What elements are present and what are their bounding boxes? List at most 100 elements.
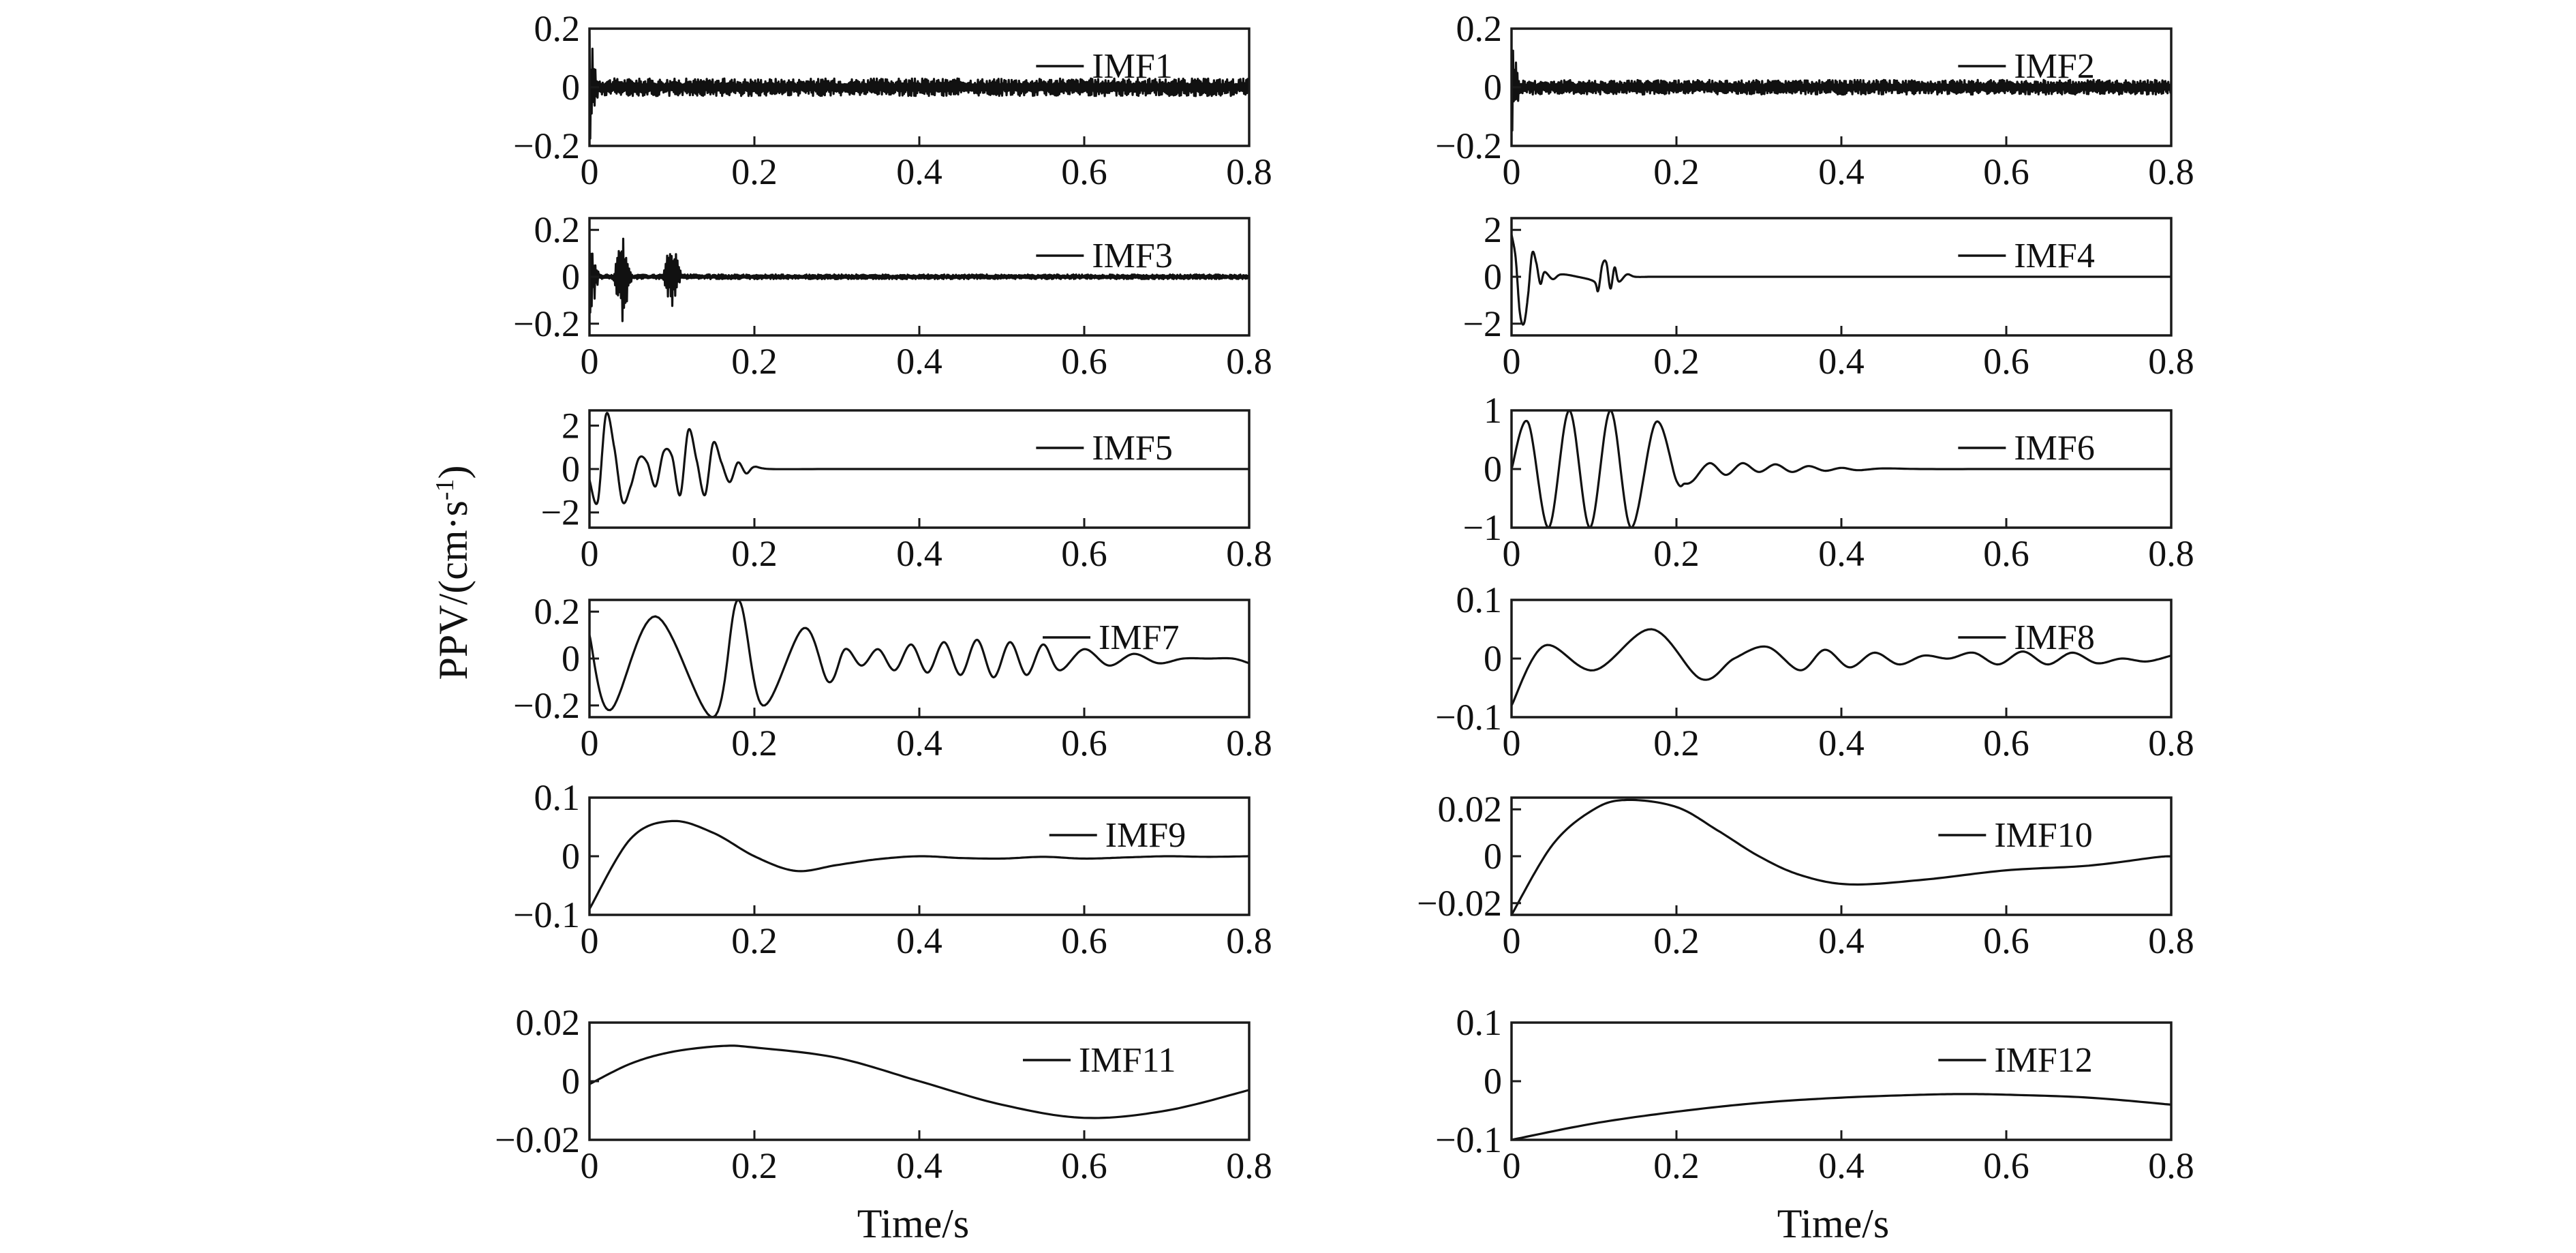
x-tick-label: 0.4 <box>1818 920 1865 961</box>
y-tick-label: 0.2 <box>534 591 581 632</box>
series-line <box>589 237 1249 322</box>
legend-label: IMF3 <box>1092 237 1172 275</box>
x-tick-label: 0.8 <box>1226 723 1272 764</box>
x-tick-label: 0.4 <box>1818 341 1865 382</box>
y-tick-label: −1 <box>1463 507 1502 548</box>
x-tick-label: 0.6 <box>1983 723 2029 764</box>
x-tick-label: 0.4 <box>896 341 942 382</box>
y-tick-label: 0.1 <box>1456 579 1503 620</box>
x-tick-label: 0.8 <box>2148 341 2194 382</box>
x-tick-label: 0.4 <box>1818 151 1865 192</box>
y-tick-label: 0.2 <box>534 209 581 250</box>
y-tick-label: −0.1 <box>513 894 580 935</box>
x-tick-label: 0.2 <box>731 920 778 961</box>
plot-frame <box>1510 599 2173 719</box>
x-tick-label: 0.4 <box>1818 723 1865 764</box>
series-line <box>589 1044 1249 1119</box>
y-axis-title: PPV/(cm·s-1) <box>431 466 476 680</box>
x-tick-label: 0.2 <box>1653 723 1700 764</box>
x-tick-label: 0.8 <box>2148 533 2194 574</box>
y-tick-label: 0 <box>562 449 580 489</box>
x-tick-label: 0.6 <box>1983 1145 2029 1186</box>
y-tick-label: 0.1 <box>534 777 581 818</box>
x-tick-label: 0 <box>1503 723 1521 764</box>
y-tick-label: 0 <box>562 836 580 877</box>
x-tick-label: 0.6 <box>1061 1145 1107 1186</box>
y-tick-label: −2 <box>1463 303 1502 344</box>
legend-label: IMF1 <box>1092 47 1172 86</box>
y-tick-label: 0.2 <box>534 8 581 49</box>
series-line <box>1512 628 2171 706</box>
x-tick-label: 0 <box>1503 341 1521 382</box>
x-tick-label: 0.2 <box>731 533 778 574</box>
legend-label: IMF8 <box>2014 618 2094 657</box>
x-tick-label: 0.8 <box>2148 920 2194 961</box>
x-tick-label: 0.8 <box>2148 1145 2194 1186</box>
x-tick-label: 0.2 <box>1653 1145 1700 1186</box>
x-tick-label: 0 <box>581 341 599 382</box>
legend-label: IMF12 <box>1994 1041 2092 1080</box>
y-tick-label: 0.02 <box>1438 789 1503 830</box>
x-tick-label: 0.6 <box>1983 341 2029 382</box>
series-line <box>589 33 1249 140</box>
x-tick-label: 0.8 <box>1226 1145 1272 1186</box>
series-line <box>1512 1093 2171 1140</box>
x-tick-label: 0 <box>581 920 599 961</box>
y-tick-label: 0.02 <box>516 1002 581 1043</box>
x-tick-label: 0.4 <box>1818 1145 1865 1186</box>
y-tick-label: 0 <box>1484 449 1502 489</box>
y-tick-label: −0.2 <box>513 125 580 166</box>
series-line <box>589 600 1249 717</box>
x-tick-label: 0.8 <box>1226 151 1272 192</box>
x-tick-label: 0.2 <box>1653 920 1700 961</box>
y-tick-label: −0.02 <box>1417 883 1502 924</box>
y-tick-label: 0 <box>1484 256 1502 297</box>
x-tick-label: 0.8 <box>1226 920 1272 961</box>
y-tick-label: 1 <box>1484 390 1502 431</box>
legend-label: IMF2 <box>2014 47 2094 86</box>
x-axis-title-right: Time/s <box>1777 1201 1890 1246</box>
series-line <box>1512 798 2171 915</box>
x-tick-label: 0 <box>581 1145 599 1186</box>
legend-label: IMF7 <box>1099 618 1179 657</box>
x-tick-label: 0.6 <box>1983 920 2029 961</box>
y-tick-label: 0 <box>562 1061 580 1102</box>
x-tick-label: 0 <box>1503 151 1521 192</box>
x-tick-label: 0.2 <box>731 1145 778 1186</box>
x-tick-label: 0.6 <box>1061 151 1107 192</box>
y-tick-label: 0 <box>562 256 580 297</box>
x-tick-label: 0.4 <box>896 723 942 764</box>
x-tick-label: 0.2 <box>1653 533 1700 574</box>
x-tick-label: 0.8 <box>2148 723 2194 764</box>
y-tick-label: 0 <box>1484 67 1502 108</box>
x-tick-label: 0.8 <box>2148 151 2194 192</box>
x-tick-label: 0 <box>581 723 599 764</box>
x-tick-label: 0 <box>1503 1145 1521 1186</box>
x-tick-label: 0.8 <box>1226 341 1272 382</box>
y-tick-label: −0.2 <box>513 685 580 726</box>
y-tick-label: 0 <box>1484 836 1502 877</box>
y-tick-label: 0.2 <box>1456 8 1503 49</box>
x-tick-label: 0.6 <box>1061 920 1107 961</box>
y-tick-label: 0 <box>562 638 580 679</box>
plot-frame <box>1510 1021 2173 1141</box>
x-axis-title-left: Time/s <box>857 1201 970 1246</box>
legend-label: IMF11 <box>1079 1041 1176 1080</box>
x-tick-label: 0.2 <box>731 723 778 764</box>
y-tick-label: −0.1 <box>1435 1119 1502 1160</box>
y-tick-label: 0 <box>562 67 580 108</box>
x-tick-label: 0 <box>1503 920 1521 961</box>
x-tick-label: 0.4 <box>1818 533 1865 574</box>
x-tick-label: 0.6 <box>1061 723 1107 764</box>
